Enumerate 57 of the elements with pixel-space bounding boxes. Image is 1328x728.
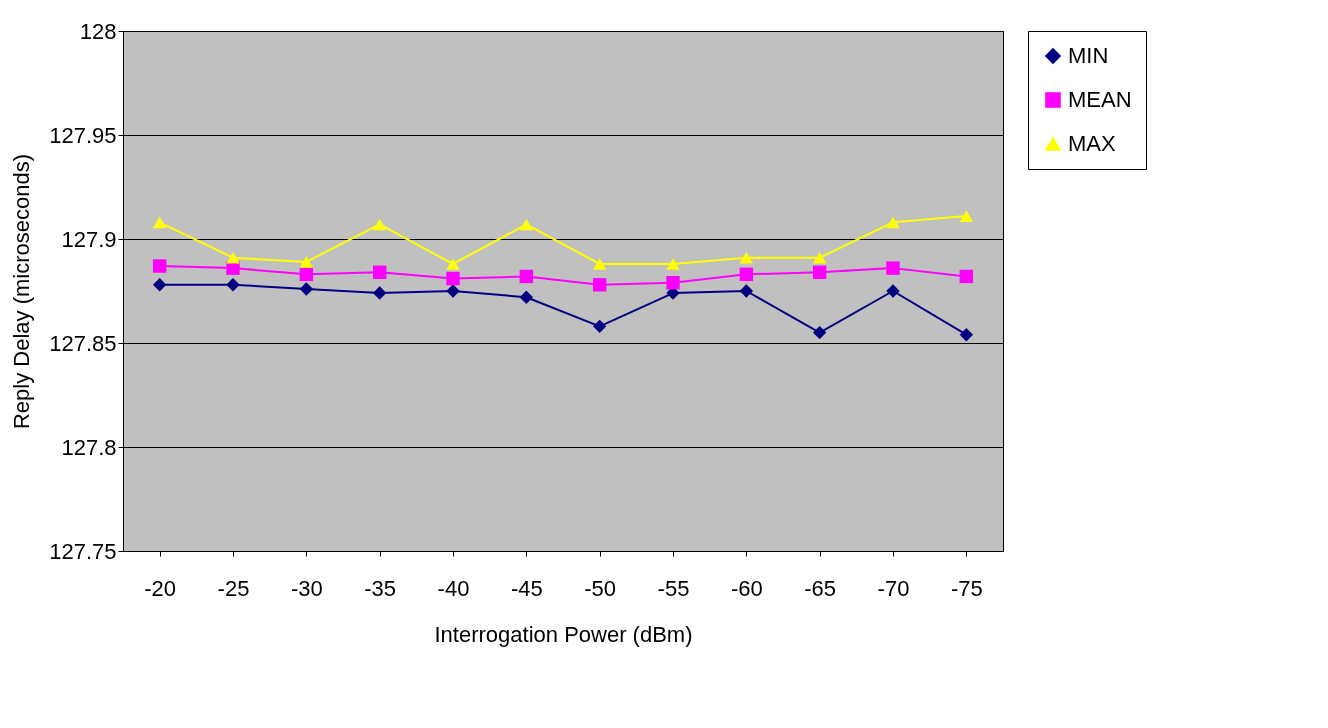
- point: [592, 278, 607, 292]
- point: [372, 286, 387, 300]
- point: [959, 269, 974, 284]
- point: [446, 271, 460, 286]
- point: [372, 218, 387, 231]
- y-axis-title: Reply Delay (microseconds): [9, 153, 35, 430]
- x-tick-label: -65: [804, 575, 837, 601]
- legend-label: MAX: [1068, 131, 1116, 156]
- point: [226, 278, 240, 292]
- point: [739, 284, 754, 298]
- point: [519, 290, 534, 304]
- point: [959, 327, 974, 342]
- x-tick-label: -60: [730, 575, 763, 601]
- x-tick-label: -40: [437, 575, 470, 601]
- point: [886, 216, 900, 229]
- point: [812, 265, 827, 279]
- point: [739, 267, 754, 282]
- y-tick-label: 127.8: [61, 434, 117, 460]
- point: [446, 258, 460, 270]
- point: [372, 265, 387, 279]
- x-tick-label: -75: [950, 575, 983, 601]
- point: [666, 275, 680, 290]
- x-tick-label: -20: [144, 575, 177, 601]
- point: [299, 256, 314, 268]
- point: [592, 258, 607, 270]
- point: [152, 278, 167, 292]
- point: [812, 325, 827, 340]
- point: [226, 251, 240, 264]
- point: [886, 284, 900, 298]
- point: [886, 261, 900, 275]
- x-tick-label: -45: [510, 575, 543, 601]
- x-tick-label: -25: [217, 575, 250, 601]
- point: [446, 284, 460, 298]
- legend-label: MEAN: [1068, 87, 1132, 112]
- x-axis-title: Interrogation Power (dBm): [434, 621, 693, 647]
- y-tick-label: 127.75: [49, 538, 117, 564]
- point: [519, 269, 534, 284]
- y-tick-label: 127.9: [61, 226, 117, 252]
- y-tick-label: 128: [79, 18, 117, 44]
- point: [299, 282, 314, 296]
- x-tick-label: -55: [657, 575, 690, 601]
- x-tick-label: -30: [290, 575, 323, 601]
- point: [299, 267, 314, 282]
- x-tick-label: -70: [877, 575, 910, 601]
- y-tick-label: 127.95: [49, 122, 117, 148]
- point: [812, 251, 827, 264]
- point: [959, 210, 974, 222]
- legend-label: MIN: [1068, 43, 1109, 68]
- y-tick-label: 127.85: [49, 330, 117, 356]
- point: [739, 251, 754, 264]
- point: [666, 258, 680, 270]
- point: [152, 216, 167, 229]
- x-tick-label: -35: [364, 575, 397, 601]
- point: [152, 259, 167, 273]
- x-tick-label: -50: [584, 575, 617, 601]
- point: [519, 218, 534, 231]
- point: [592, 319, 607, 334]
